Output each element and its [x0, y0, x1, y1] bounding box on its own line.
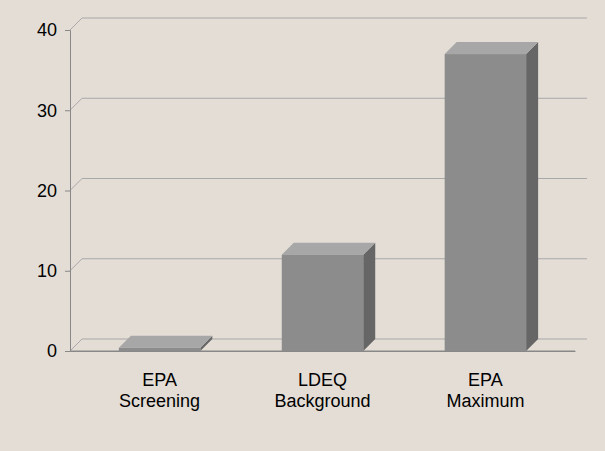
y-tick-mark	[65, 351, 70, 352]
x-tick: EPAMaximum	[446, 351, 524, 411]
y-tick-mark	[65, 271, 70, 272]
bar	[445, 42, 538, 351]
grid	[70, 18, 587, 351]
y-axis: 0 10 20 30 40	[37, 20, 71, 361]
x-axis-line	[71, 351, 576, 352]
bar	[119, 348, 200, 351]
y-tick: 0	[47, 341, 70, 361]
y-tick: 30	[37, 101, 70, 121]
y-tick: 10	[37, 261, 70, 281]
bar	[282, 243, 375, 351]
y-tick-label: 30	[37, 101, 57, 121]
bar-side	[363, 243, 375, 351]
x-tick-label-line: Screening	[119, 391, 200, 411]
x-tick: EPAScreening	[119, 351, 200, 411]
x-tick-label-line: EPA	[142, 370, 177, 390]
y-tick: 40	[37, 20, 70, 40]
bar-top	[282, 243, 375, 255]
y-tick-label: 20	[37, 181, 57, 201]
chart: 010203040EPAScreeningLDEQBackgroundEPAMa…	[0, 0, 605, 451]
x-tick-label-line: Maximum	[446, 391, 524, 411]
grid-line	[70, 18, 82, 30]
bar-side	[526, 42, 538, 351]
x-axis: EPAScreeningLDEQBackgroundEPAMaximum	[71, 351, 576, 411]
y-axis-line	[65, 31, 71, 352]
grid-line	[70, 179, 82, 191]
x-tick-label: LDEQBackground	[274, 370, 370, 412]
grid-line	[70, 339, 82, 351]
y-tick: 20	[37, 181, 70, 201]
x-tick-label-line: LDEQ	[298, 370, 347, 390]
y-tick-mark	[65, 30, 70, 31]
bar	[119, 336, 212, 351]
y-tick-mark	[65, 191, 70, 192]
x-tick-label: EPAScreening	[119, 370, 200, 412]
x-tick-label: EPAMaximum	[446, 370, 524, 412]
background	[0, 0, 605, 451]
y-tick-mark	[65, 110, 70, 111]
bar	[282, 255, 363, 351]
bar	[445, 54, 526, 351]
x-tick-label-line: Background	[274, 391, 370, 411]
x-tick-label-line: EPA	[468, 370, 503, 390]
grid-line	[82, 18, 587, 19]
y-tick-label: 40	[37, 20, 57, 40]
y-tick-label: 10	[37, 261, 57, 281]
x-tick: LDEQBackground	[274, 351, 370, 411]
y-tick-label: 0	[47, 341, 57, 361]
bar-top	[445, 42, 538, 54]
grid-line	[70, 259, 82, 271]
bars	[119, 42, 538, 351]
grid-line	[70, 98, 82, 110]
bar-top	[119, 336, 212, 348]
